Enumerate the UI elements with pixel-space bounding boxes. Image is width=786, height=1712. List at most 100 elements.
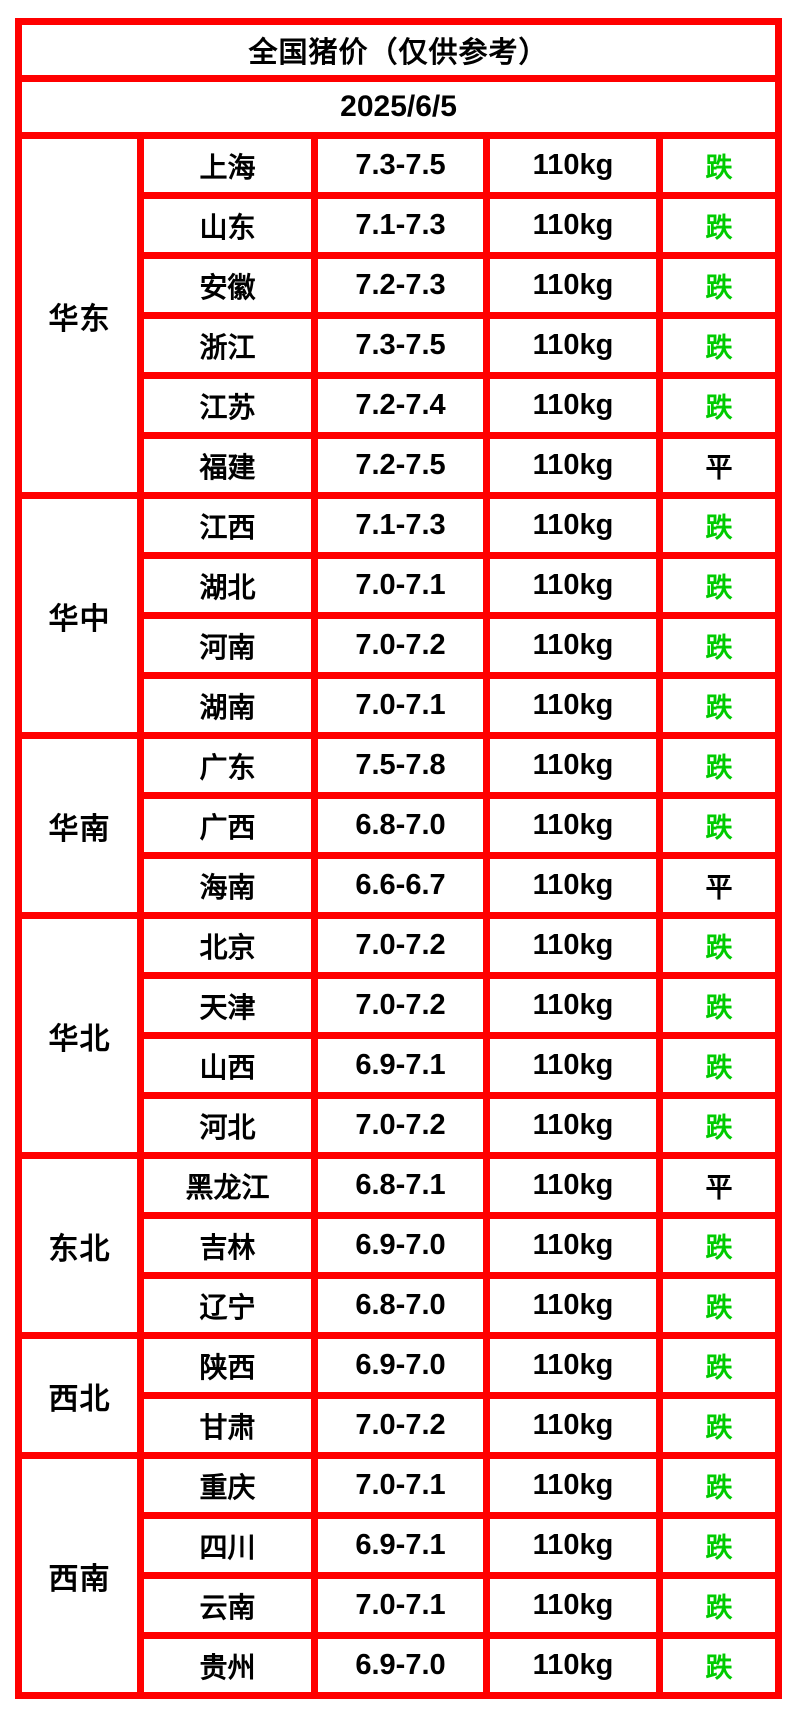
price-cell: 7.0-7.1 [311,1452,490,1519]
weight-cell: 110kg [483,312,663,379]
weight-cell: 110kg [483,432,663,499]
province-cell: 海南 [137,852,318,919]
table-row: 山东 7.1-7.3 110kg 跌 [19,192,783,259]
weight-cell: 110kg [483,492,663,559]
trend-cell: 跌 [655,132,783,199]
price-cell: 6.8-7.1 [311,1152,490,1219]
trend-cell: 跌 [655,1452,783,1519]
table-row: 广西 6.8-7.0 110kg 跌 [19,792,783,859]
province-cell: 重庆 [137,1452,318,1519]
weight-cell: 110kg [483,372,663,439]
page-title: 全国猪价（仅供参考） [14,18,783,82]
price-cell: 6.9-7.1 [311,1512,490,1579]
price-cell: 7.1-7.3 [311,492,490,559]
table-row: 吉林 6.9-7.0 110kg 跌 [19,1212,783,1279]
price-cell: 6.8-7.0 [311,1272,490,1339]
table-row: 浙江 7.3-7.5 110kg 跌 [19,312,783,379]
province-cell: 上海 [137,132,318,199]
province-cell: 天津 [137,972,318,1039]
trend-cell: 跌 [655,1272,783,1339]
trend-cell: 跌 [655,492,783,559]
weight-cell: 110kg [483,972,663,1039]
weight-cell: 110kg [483,852,663,919]
weight-cell: 110kg [483,1152,663,1219]
price-cell: 7.2-7.4 [311,372,490,439]
price-cell: 7.0-7.2 [311,1392,490,1459]
price-cell: 7.1-7.3 [311,192,490,259]
price-cell: 6.9-7.0 [311,1212,490,1279]
table-row: 天津 7.0-7.2 110kg 跌 [19,972,783,1039]
province-cell: 四川 [137,1512,318,1579]
price-cell: 7.0-7.2 [311,972,490,1039]
pig-price-table: 全国猪价（仅供参考） 2025/6/5 华东 上海 7.3-7.5 110kg 跌山东 7… [14,18,783,1699]
table-row: 四川 6.9-7.1 110kg 跌 [19,1512,783,1579]
trend-cell: 跌 [655,912,783,979]
price-cell: 7.2-7.5 [311,432,490,499]
region-cell: 华南 [15,732,144,919]
weight-cell: 110kg [483,612,663,679]
province-cell: 甘肃 [137,1392,318,1459]
weight-cell: 110kg [483,552,663,619]
trend-cell: 跌 [655,1392,783,1459]
province-cell: 山东 [137,192,318,259]
price-cell: 7.0-7.2 [311,1092,490,1159]
weight-cell: 110kg [483,1572,663,1639]
trend-cell: 跌 [655,1632,783,1699]
weight-cell: 110kg [483,912,663,979]
trend-cell: 跌 [655,972,783,1039]
weight-cell: 110kg [483,792,663,859]
province-cell: 江苏 [137,372,318,439]
table-row: 安徽 7.2-7.3 110kg 跌 [19,252,783,319]
trend-cell: 跌 [655,1332,783,1399]
price-cell: 6.9-7.0 [311,1632,490,1699]
region-cell: 东北 [15,1152,144,1339]
trend-cell: 跌 [655,1572,783,1639]
province-cell: 山西 [137,1032,318,1099]
table-row: 华东 上海 7.3-7.5 110kg 跌 [15,132,783,499]
table-row: 湖南 7.0-7.1 110kg 跌 [19,672,783,739]
trend-cell: 跌 [655,1212,783,1279]
price-cell: 7.0-7.2 [311,912,490,979]
weight-cell: 110kg [483,132,663,199]
date-row: 2025/6/5 [14,75,783,139]
weight-cell: 110kg [483,1392,663,1459]
trend-cell: 跌 [655,312,783,379]
table-row: 华北 北京 7.0-7.2 110kg 跌 [15,912,783,1159]
table-row: 辽宁 6.8-7.0 110kg 跌 [19,1272,783,1339]
trend-cell: 跌 [655,1032,783,1099]
trend-cell: 跌 [655,732,783,799]
price-cell: 6.9-7.1 [311,1032,490,1099]
weight-cell: 110kg [483,192,663,259]
table-row: 西南 重庆 7.0-7.1 110kg 跌 [15,1452,783,1699]
price-cell: 7.5-7.8 [311,732,490,799]
province-cell: 广西 [137,792,318,859]
table-row: 东北 黑龙江 6.8-7.1 110kg 平 [15,1152,783,1339]
region-cell: 西北 [15,1332,144,1459]
price-cell: 7.0-7.1 [311,672,490,739]
weight-cell: 110kg [483,1512,663,1579]
trend-cell: 跌 [655,192,783,259]
province-cell: 云南 [137,1572,318,1639]
weight-cell: 110kg [483,1632,663,1699]
province-cell: 河北 [137,1092,318,1159]
province-cell: 湖北 [137,552,318,619]
table-row: 福建 7.2-7.5 110kg 平 [19,432,783,499]
province-cell: 江西 [137,492,318,559]
table-row: 山西 6.9-7.1 110kg 跌 [19,1032,783,1099]
region-cell: 华东 [15,132,144,499]
region-cell: 西南 [15,1452,144,1699]
region-cell: 华北 [15,912,144,1159]
weight-cell: 110kg [483,1092,663,1159]
weight-cell: 110kg [483,1452,663,1519]
region-cell: 华中 [15,492,144,739]
table-row: 贵州 6.9-7.0 110kg 跌 [19,1632,783,1699]
table-row: 西北 陕西 6.9-7.0 110kg 跌 [15,1332,783,1459]
table-row: 华南 广东 7.5-7.8 110kg 跌 [15,732,783,919]
table-row: 江苏 7.2-7.4 110kg 跌 [19,372,783,439]
province-cell: 辽宁 [137,1272,318,1339]
price-cell: 7.0-7.2 [311,612,490,679]
table-row: 湖北 7.0-7.1 110kg 跌 [19,552,783,619]
weight-cell: 110kg [483,1332,663,1399]
trend-cell: 跌 [655,1092,783,1159]
